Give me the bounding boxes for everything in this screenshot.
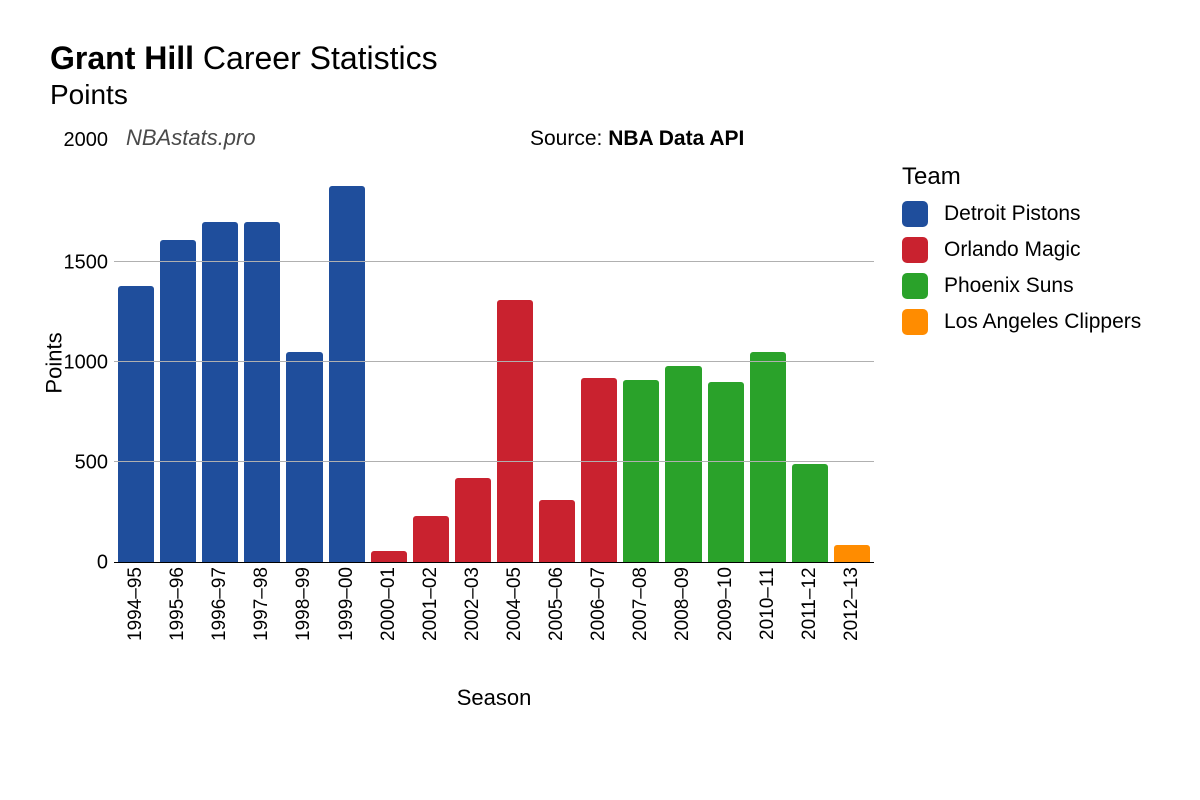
legend-label: Los Angeles Clippers — [944, 310, 1141, 334]
y-tick: 500 — [75, 452, 108, 475]
x-tick: 2008–09 — [665, 567, 701, 677]
x-tick: 1999–00 — [329, 567, 365, 677]
bar — [118, 286, 154, 562]
source-bold: NBA Data API — [608, 127, 744, 150]
x-tick: 2012–13 — [834, 567, 870, 677]
legend-item: Detroit Pistons — [902, 201, 1141, 227]
bar — [202, 222, 238, 562]
x-tick: 1997–98 — [244, 567, 280, 677]
grid-line — [114, 461, 874, 462]
plot-wrap: 1994–951995–961996–971997–981998–991999–… — [114, 163, 874, 711]
chart-title: Grant Hill Career Statistics — [50, 40, 1170, 77]
legend-swatch — [902, 309, 928, 335]
chart-root: Grant Hill Career Statistics Points 2000… — [0, 0, 1200, 800]
y-tick-max: 2000 — [50, 129, 108, 152]
x-ticks: 1994–951995–961996–971997–981998–991999–… — [114, 567, 874, 677]
bar — [329, 186, 365, 562]
legend-swatch — [902, 237, 928, 263]
bar — [834, 545, 870, 562]
legend-item: Phoenix Suns — [902, 273, 1141, 299]
bar — [371, 551, 407, 562]
y-tick: 1500 — [64, 252, 109, 275]
bar — [286, 352, 322, 562]
legend-item: Orlando Magic — [902, 237, 1141, 263]
chart-subtitle: Points — [50, 79, 1170, 111]
y-axis: Points 050010001500 — [50, 163, 114, 563]
x-tick: 2005–06 — [539, 567, 575, 677]
grid-line — [114, 361, 874, 362]
legend-item: Los Angeles Clippers — [902, 309, 1141, 335]
title-rest: Career Statistics — [203, 40, 438, 76]
legend-label: Phoenix Suns — [944, 274, 1074, 298]
x-tick: 2004–05 — [497, 567, 533, 677]
x-tick: 2010–11 — [750, 567, 786, 677]
bar — [455, 478, 491, 562]
x-tick: 1995–96 — [160, 567, 196, 677]
bar — [244, 222, 280, 562]
legend: Team Detroit Pistons Orlando Magic Phoenix… — [902, 163, 1141, 345]
bar — [750, 352, 786, 562]
grid-line — [114, 261, 874, 262]
bar — [708, 382, 744, 562]
y-tick: 0 — [97, 552, 108, 575]
legend-title: Team — [902, 163, 1141, 191]
legend-swatch — [902, 273, 928, 299]
bars-container — [114, 163, 874, 562]
x-tick: 2000–01 — [371, 567, 407, 677]
main-row: Points 050010001500 1994–951995–961996–9… — [50, 163, 1170, 711]
meta-row: 2000 NBAstats.pro Source: NBA Data API — [50, 129, 1170, 159]
x-tick: 1996–97 — [202, 567, 238, 677]
x-tick: 2006–07 — [581, 567, 617, 677]
bar — [792, 464, 828, 562]
bar — [581, 378, 617, 562]
x-tick: 2009–10 — [708, 567, 744, 677]
source-prefix: Source: — [530, 127, 608, 150]
bar — [160, 240, 196, 562]
x-tick: 2011–12 — [792, 567, 828, 677]
source-text: Source: NBA Data API — [530, 127, 744, 151]
title-bold: Grant Hill — [50, 40, 194, 76]
watermark-text: NBAstats.pro — [126, 125, 256, 151]
legend-label: Orlando Magic — [944, 238, 1081, 262]
bar — [623, 380, 659, 562]
x-axis-label: Season — [114, 685, 874, 711]
x-tick: 1994–95 — [118, 567, 154, 677]
legend-swatch — [902, 201, 928, 227]
y-tick: 1000 — [64, 352, 109, 375]
bar — [413, 516, 449, 562]
plot-area — [114, 163, 874, 563]
legend-label: Detroit Pistons — [944, 202, 1081, 226]
x-tick: 2007–08 — [623, 567, 659, 677]
bar — [497, 300, 533, 562]
x-tick: 2002–03 — [455, 567, 491, 677]
bar — [665, 366, 701, 562]
x-tick: 2001–02 — [413, 567, 449, 677]
bar — [539, 500, 575, 562]
x-tick: 1998–99 — [286, 567, 322, 677]
